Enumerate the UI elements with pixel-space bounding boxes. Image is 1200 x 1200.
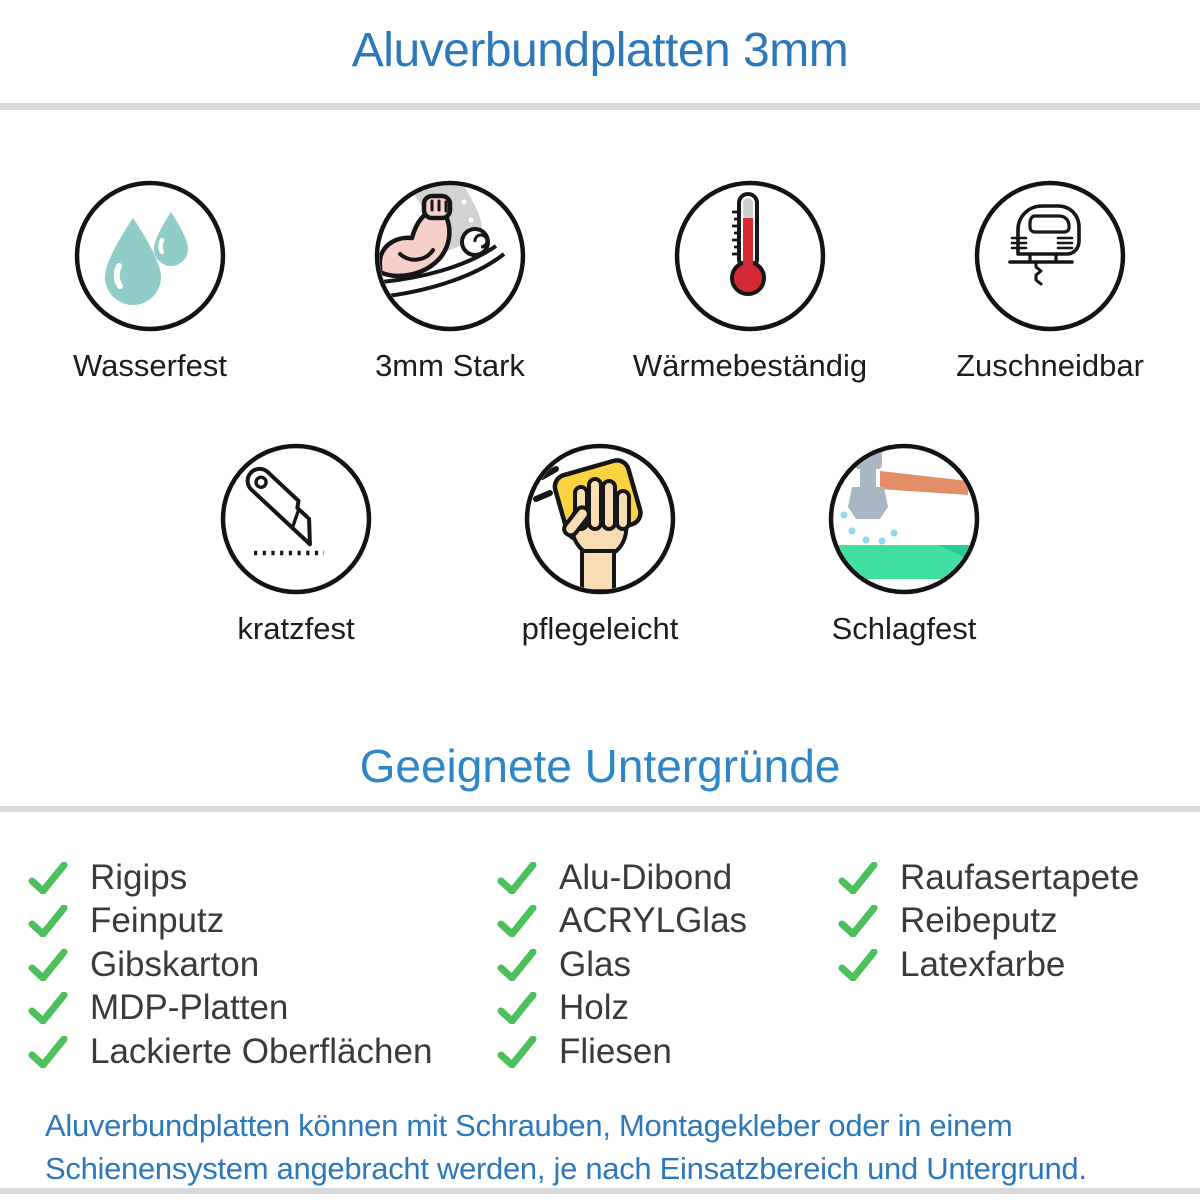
list-item: Reibeputz xyxy=(838,900,1139,944)
feature-label: Wärmebeständig xyxy=(632,348,868,383)
hammer-impact-icon xyxy=(828,443,980,595)
features-row-2: kratzfest pflegeleich xyxy=(176,441,1024,647)
check-icon xyxy=(497,992,537,1025)
water-drops-icon xyxy=(74,180,226,332)
check-icon xyxy=(497,861,537,894)
list-item-label: Feinputz xyxy=(90,901,225,941)
divider-bottom xyxy=(0,1188,1200,1194)
divider-middle xyxy=(0,806,1200,812)
thermometer-icon xyxy=(674,180,826,332)
feature-label: kratzfest xyxy=(237,611,355,646)
list-item-label: Glas xyxy=(559,944,631,984)
list-item: ACRYLGlas xyxy=(497,900,747,944)
utility-knife-icon xyxy=(220,443,372,595)
list-item: Lackierte Oberflächen xyxy=(28,1030,432,1074)
check-icon xyxy=(838,948,878,981)
list-item-label: Alu-Dibond xyxy=(559,857,733,897)
feature-wasserfest: Wasserfest xyxy=(0,178,300,384)
list-item: MDP-Platten xyxy=(28,987,432,1031)
substrate-checklist: Rigips Feinputz Gibskarton MDP-Platten L… xyxy=(0,856,1200,1086)
check-icon xyxy=(28,992,68,1025)
check-icon xyxy=(28,861,68,894)
check-icon xyxy=(497,948,537,981)
feature-schlagfest: Schlagfest xyxy=(784,441,1024,647)
list-item: Holz xyxy=(497,987,747,1031)
mounting-note-line2: Schienensystem angebracht werden, je nac… xyxy=(45,1151,1087,1186)
list-item-label: Gibskarton xyxy=(90,944,260,984)
feature-zuschneidbar: Zuschneidbar xyxy=(900,178,1200,384)
jigsaw-cutter-icon xyxy=(974,180,1126,332)
feature-label: Schlagfest xyxy=(831,611,977,646)
feature-kratzfest: kratzfest xyxy=(176,441,416,647)
list-item-label: Raufasertapete xyxy=(900,857,1140,897)
list-item-label: Fliesen xyxy=(559,1031,672,1071)
page-title: Aluverbundplatten 3mm xyxy=(351,24,849,77)
check-icon xyxy=(28,1035,68,1068)
list-item-label: Lackierte Oberflächen xyxy=(90,1031,433,1071)
feature-pflegeleicht: pflegeleicht xyxy=(480,441,720,647)
section-title-untergruende: Geeignete Untergründe xyxy=(359,740,841,792)
flexed-arm-panel-icon xyxy=(374,180,526,332)
feature-label: Zuschneidbar xyxy=(956,348,1144,383)
substrate-column-2: Alu-Dibond ACRYLGlas Glas Holz Fliesen xyxy=(497,856,747,1074)
list-item: Glas xyxy=(497,943,747,987)
check-icon xyxy=(28,948,68,981)
substrate-column-3: Raufasertapete Reibeputz Latexfarbe xyxy=(838,856,1139,987)
list-item: Raufasertapete xyxy=(838,856,1139,900)
cleaning-hand-icon xyxy=(524,443,676,595)
list-item-label: MDP-Platten xyxy=(90,988,289,1028)
feature-label: Wasserfest xyxy=(73,348,227,383)
list-item: Latexfarbe xyxy=(838,943,1139,987)
check-icon xyxy=(497,1035,537,1068)
feature-3mm-stark: 3mm Stark xyxy=(300,178,600,384)
list-item: Feinputz xyxy=(28,900,432,944)
check-icon xyxy=(28,905,68,938)
list-item: Alu-Dibond xyxy=(497,856,747,900)
list-item-label: Latexfarbe xyxy=(900,944,1066,984)
mounting-note-line1: Aluverbundplatten können mit Schrauben, … xyxy=(45,1108,1013,1143)
list-item-label: Holz xyxy=(559,988,630,1028)
list-item-label: Reibeputz xyxy=(900,901,1058,941)
list-item-label: Rigips xyxy=(90,857,188,897)
list-item-label: ACRYLGlas xyxy=(559,901,748,941)
check-icon xyxy=(497,905,537,938)
feature-label: 3mm Stark xyxy=(375,348,525,383)
feature-label: pflegeleicht xyxy=(521,611,679,646)
check-icon xyxy=(838,905,878,938)
feature-waermebestaendig: Wärmebeständig xyxy=(600,178,900,384)
check-icon xyxy=(838,861,878,894)
list-item: Rigips xyxy=(28,856,432,900)
list-item: Gibskarton xyxy=(28,943,432,987)
list-item: Fliesen xyxy=(497,1030,747,1074)
features-row-1: Wasserfest 3mm Stark xyxy=(0,178,1200,384)
divider-top xyxy=(0,103,1200,110)
mounting-note: Aluverbundplatten können mit Schrauben, … xyxy=(45,1104,1180,1190)
substrate-column-1: Rigips Feinputz Gibskarton MDP-Platten L… xyxy=(28,856,432,1074)
